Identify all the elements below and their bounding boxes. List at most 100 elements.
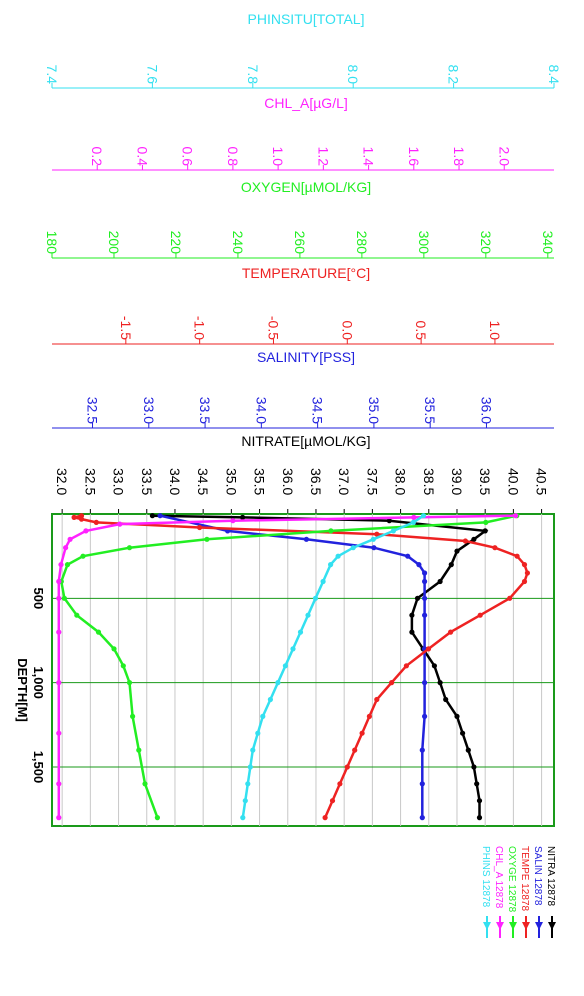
salinity-axis: SALINITY[PSS] 32.5 33.0 33.5 34.0 34.5 35.0 35.… xyxy=(52,349,554,429)
legend-marker xyxy=(509,922,517,930)
nitrate-axis-title: NITRATE[µMOL/KG] xyxy=(241,433,370,449)
nitrate-tick-label: 39.0 xyxy=(449,468,465,495)
salinity-data-point xyxy=(422,680,428,686)
chl-tick-label: 1.0 xyxy=(270,147,286,167)
oxygen-data-point xyxy=(126,545,133,551)
salinity-data-point xyxy=(422,713,428,720)
nitrate-tick-label: 38.5 xyxy=(421,468,437,495)
legend-marker xyxy=(535,922,543,930)
nitrate-tick-label: 36.0 xyxy=(280,468,296,495)
phinsitu-data-point xyxy=(245,781,251,787)
grid-lines xyxy=(52,514,554,826)
salinity-data-point xyxy=(157,513,163,519)
chl-tick-label: 1.4 xyxy=(361,147,377,167)
temp-tick-label: -1.5 xyxy=(118,316,134,340)
temp-data-point xyxy=(492,545,498,551)
legend-label: CHL_A 12878 xyxy=(493,846,504,909)
chl-tick-label: 0.8 xyxy=(225,147,241,167)
legend-marker xyxy=(483,922,491,930)
oxygen-data-point xyxy=(64,562,71,568)
nitrate-axis: NITRATE[µMOL/KG] 32.0 32.5 33.0 33.5 34.0 34.5… xyxy=(54,433,550,514)
temp-axis-title: TEMPERATURE[°C] xyxy=(242,265,370,281)
phinsitu-data-point xyxy=(242,798,248,804)
chl-data-point xyxy=(56,680,62,686)
salinity-data-point xyxy=(419,781,425,787)
phinsitu-data-point xyxy=(260,713,266,720)
legend-marker xyxy=(496,922,504,930)
chl-data-point xyxy=(83,528,89,534)
nitrate-data-point xyxy=(437,680,443,686)
chl-tick-label: 1.6 xyxy=(406,147,422,167)
salinity-axis-title: SALINITY[PSS] xyxy=(257,349,355,365)
salinity-data-point xyxy=(419,815,425,821)
temp-tick-label: -1.0 xyxy=(192,316,208,340)
nitrate-tick-label: 34.0 xyxy=(167,468,183,495)
nitrate-data-point xyxy=(454,713,460,720)
oxygen-data-point xyxy=(130,713,136,720)
temp-profile-line xyxy=(73,514,529,819)
salinity-tick-label: 36.0 xyxy=(478,397,494,424)
phinsitu-data-point xyxy=(410,519,416,526)
salinity-data-point xyxy=(419,747,425,753)
nitrate-data-point xyxy=(240,514,246,521)
phinsitu-data-point xyxy=(320,578,326,585)
nitrate-tick-label: 33.5 xyxy=(139,468,155,495)
salinity-tick-label: 33.5 xyxy=(197,397,213,424)
plot-frame xyxy=(51,513,555,827)
plot-area xyxy=(51,513,555,827)
temp-data-point xyxy=(344,764,350,770)
oxygen-data-point xyxy=(120,663,126,669)
temp-tick-label: -0.5 xyxy=(265,316,281,340)
phinsitu-tick-label: 8.4 xyxy=(546,65,562,85)
legend-item-chl: CHL_A 12878 xyxy=(493,846,504,938)
phinsitu-profile-line xyxy=(241,514,425,818)
temp-data-point xyxy=(524,570,531,576)
temp-data-point xyxy=(425,646,432,652)
chl-tick-label: 1.2 xyxy=(315,147,331,167)
temp-axis: TEMPERATURE[°C] -1.5 -1.0 -0.5 0.0 0.5 1.0 xyxy=(52,265,554,345)
oxygen-tick-label: 340 xyxy=(540,231,556,255)
chl-data-point xyxy=(56,815,62,821)
nitrate-tick-label: 33.0 xyxy=(111,468,127,495)
nitrate-data-point xyxy=(448,562,454,568)
temp-data-point xyxy=(71,514,77,521)
oxygen-tick-label: 260 xyxy=(292,231,308,255)
nitrate-data-point xyxy=(471,764,477,770)
temp-data-point xyxy=(477,612,483,618)
salinity-profile-line xyxy=(159,514,426,818)
oxygen-data-point xyxy=(126,680,133,686)
depth-tick-label: 1,500 xyxy=(31,751,46,784)
phinsitu-data-point xyxy=(267,696,273,703)
phinsitu-axis-title: PHINSITU[TOTAL] xyxy=(248,11,365,27)
legend-label: OXYGE 12878 xyxy=(506,846,517,913)
chl-tick-label: 1.8 xyxy=(451,147,467,167)
legend-item-temp: TEMPE 12878 xyxy=(519,846,530,938)
phinsitu-data-point xyxy=(250,747,256,753)
nitrate-tick-label: 34.5 xyxy=(195,468,211,495)
oxygen-tick-label: 220 xyxy=(168,231,184,255)
nitrate-data-point xyxy=(409,629,415,635)
chl-tick-label: 0.2 xyxy=(89,147,105,167)
temp-tick-label: 0.0 xyxy=(339,321,355,341)
temp-data-point xyxy=(448,629,454,635)
temp-data-point xyxy=(403,663,409,669)
oxygen-data-point xyxy=(136,747,142,753)
temp-tick-label: 1.0 xyxy=(487,321,503,341)
chl-data-point xyxy=(56,578,62,585)
salinity-tick-label: 34.0 xyxy=(253,397,269,424)
legend-item-oxygen: OXYGE 12878 xyxy=(506,846,517,938)
oxygen-tick-label: 300 xyxy=(416,231,432,255)
oxygen-data-point xyxy=(111,646,117,652)
oxygen-tick-label: 180 xyxy=(44,231,60,255)
phinsitu-data-point xyxy=(305,612,311,618)
depth-axis: 500 1,000 1,500 DEPTH[M] xyxy=(15,587,46,783)
phinsitu-data-point xyxy=(420,513,427,519)
phinsitu-data-point xyxy=(390,528,396,534)
legend-marker xyxy=(548,922,556,930)
oxygen-data-point xyxy=(154,815,160,821)
phinsitu-data-point xyxy=(255,730,261,736)
temp-data-point xyxy=(337,781,343,787)
nitrate-tick-label: 40.5 xyxy=(534,468,550,495)
